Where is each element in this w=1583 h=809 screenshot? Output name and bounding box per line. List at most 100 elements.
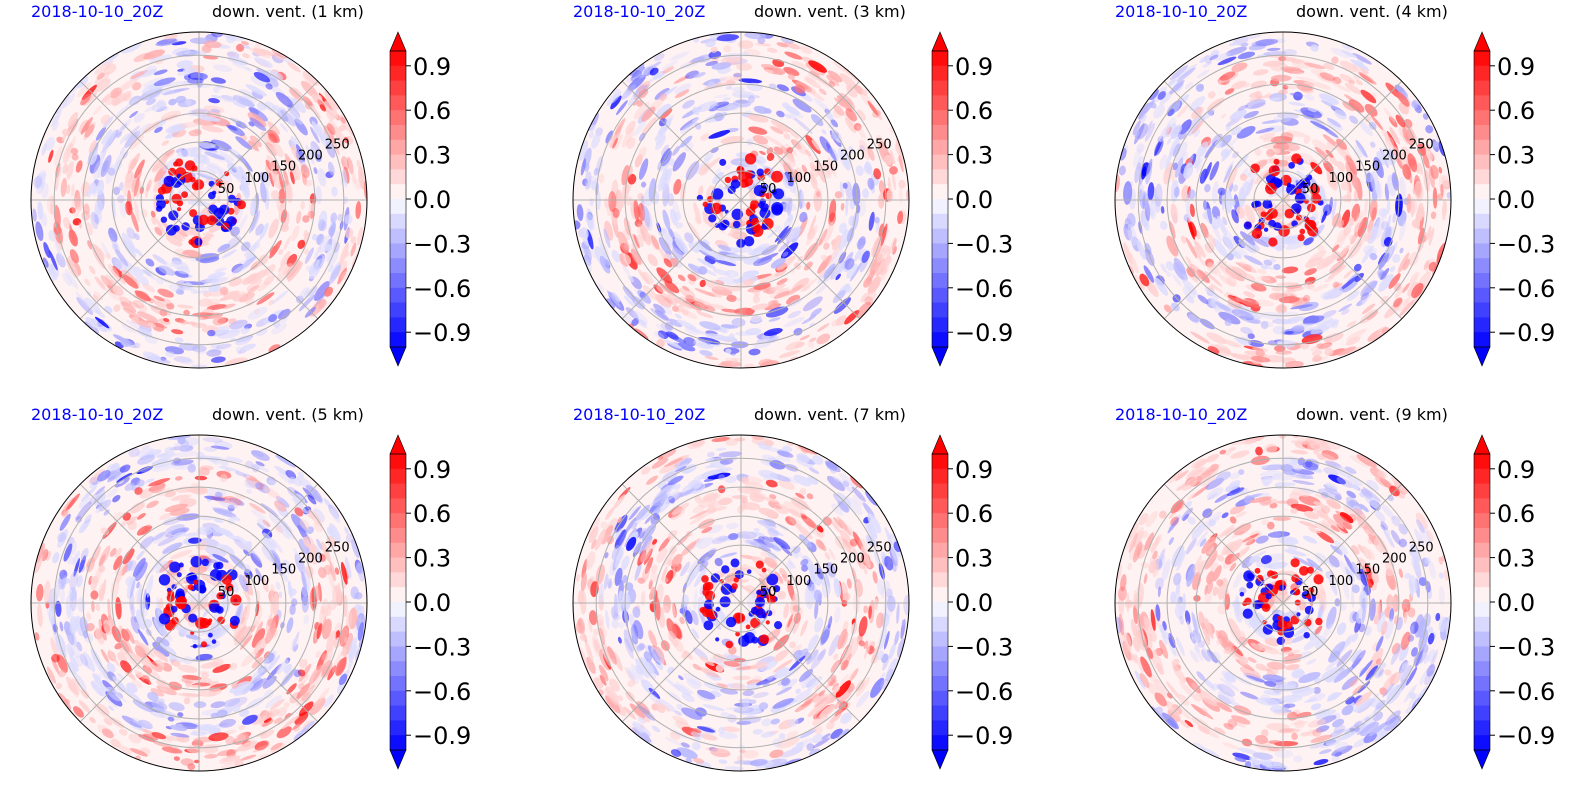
colorbar-segment xyxy=(1474,317,1490,333)
panel-title: down. vent. (1 km) xyxy=(212,2,364,21)
colorbar-tick-label: −0.3 xyxy=(413,230,471,258)
radial-tick-label: 100 xyxy=(1329,171,1354,186)
colorbar-segment xyxy=(932,332,948,348)
grid-spoke xyxy=(1163,80,1403,320)
grid-spoke xyxy=(621,483,861,723)
grid-spoke xyxy=(1163,483,1403,723)
radial-tick-label: 150 xyxy=(271,160,296,175)
colorbar-tick-label: 0.9 xyxy=(413,456,451,484)
colorbar-extend-max xyxy=(389,31,407,52)
colorbar-segment xyxy=(932,661,948,677)
colorbar-segment xyxy=(390,542,406,559)
colorbar-tick-label: −0.3 xyxy=(955,633,1013,661)
colorbar-segment xyxy=(932,258,948,274)
colorbar-tick-label: 0.9 xyxy=(1497,456,1535,484)
colorbar-tick-label: 0.3 xyxy=(1497,545,1535,573)
colorbar: 0.9 0.6 0.3 0.0 −0.3 −0.6 −0.9 xyxy=(389,434,471,770)
colorbar-segment xyxy=(1474,139,1490,156)
colorbar-tick-label: −0.9 xyxy=(1497,722,1555,750)
colorbar-tick-label: 0.9 xyxy=(1497,53,1535,81)
chart-panel-2: 2018-10-10_20Z down. vent. (3 km) 50 100 150… xyxy=(542,0,1069,404)
panel-date-label: 2018-10-10_20Z xyxy=(1115,405,1248,424)
colorbar-extend-min xyxy=(389,749,407,770)
radial-tick-label: 50 xyxy=(218,182,235,197)
colorbar-tick-label: 0.3 xyxy=(955,142,993,170)
panel-date-label: 2018-10-10_20Z xyxy=(573,405,706,424)
radial-tick-label: 100 xyxy=(1329,574,1354,589)
colorbar-segment xyxy=(390,317,406,333)
colorbar-segment xyxy=(932,616,948,633)
colorbar-tick-label: 0.0 xyxy=(955,186,993,214)
colorbar-extend-min xyxy=(1473,749,1491,770)
colorbar-segment xyxy=(1474,661,1490,677)
radial-tick-label: 100 xyxy=(787,171,812,186)
colorbar-segment xyxy=(1474,125,1490,141)
colorbar-segment xyxy=(932,228,948,244)
radial-tick-label: 250 xyxy=(867,541,892,556)
colorbar-segment xyxy=(1474,199,1490,215)
colorbar-extend-min xyxy=(389,346,407,367)
colorbar-tick-label: −0.9 xyxy=(955,319,1013,347)
colorbar-segment xyxy=(932,557,948,573)
colorbar-segment xyxy=(390,213,406,230)
colorbar-segment xyxy=(1474,542,1490,559)
colorbar-extend-max xyxy=(389,434,407,455)
colorbar-segment xyxy=(1474,602,1490,618)
colorbar-segment xyxy=(932,302,948,318)
colorbar-segment xyxy=(390,468,406,485)
radial-tick-label: 200 xyxy=(840,149,865,164)
colorbar-segment xyxy=(932,483,948,499)
colorbar-segment xyxy=(932,587,948,603)
colorbar-segment xyxy=(390,199,406,215)
colorbar-extend-max xyxy=(1473,434,1491,455)
colorbar-tick-label: −0.6 xyxy=(1497,275,1555,303)
colorbar-tick-label: −0.9 xyxy=(955,722,1013,750)
colorbar-tick-label: 0.9 xyxy=(955,53,993,81)
colorbar-segment xyxy=(390,302,406,318)
colorbar-segment xyxy=(390,169,406,185)
colorbar: 0.9 0.6 0.3 0.0 −0.3 −0.6 −0.9 xyxy=(931,31,1013,367)
colorbar-tick-label: 0.3 xyxy=(955,545,993,573)
radial-tick-label: 100 xyxy=(245,171,270,186)
colorbar-tick-label: 0.6 xyxy=(955,500,993,528)
colorbar-segment xyxy=(1474,690,1490,707)
colorbar-segment xyxy=(1474,676,1490,692)
polar-grid xyxy=(1115,32,1451,368)
panel-date-label: 2018-10-10_20Z xyxy=(31,2,164,21)
colorbar-segment xyxy=(932,65,948,82)
colorbar-segment xyxy=(390,528,406,544)
colorbar-segment xyxy=(390,243,406,259)
colorbar-segment xyxy=(1474,184,1490,200)
colorbar-segment xyxy=(390,676,406,692)
colorbar-tick-label: 0.6 xyxy=(1497,500,1535,528)
colorbar-segment xyxy=(390,587,406,603)
polar-outline xyxy=(572,31,910,369)
colorbar-segment xyxy=(932,468,948,485)
radial-tick-label: 200 xyxy=(298,149,323,164)
colorbar-segment xyxy=(932,528,948,544)
colorbar-segment xyxy=(1474,228,1490,244)
polar-grid xyxy=(31,435,367,771)
panel-date-label: 2018-10-10_20Z xyxy=(1115,2,1248,21)
radial-tick-label: 250 xyxy=(325,541,350,556)
velocity-field xyxy=(575,435,909,770)
colorbar-segment xyxy=(932,273,948,289)
colorbar-segment xyxy=(1474,483,1490,499)
radial-tick-label: 250 xyxy=(1409,138,1434,153)
colorbar-segment xyxy=(390,454,406,470)
chart-panel-5: 2018-10-10_20Z down. vent. (7 km) 50 100 150… xyxy=(542,403,1069,807)
radial-tick-label: 100 xyxy=(787,574,812,589)
colorbar-segment xyxy=(1474,528,1490,544)
colorbar-segment xyxy=(932,110,948,126)
colorbar-segment xyxy=(1474,720,1490,736)
colorbar-segment xyxy=(932,631,948,647)
radial-tick-label: 250 xyxy=(325,138,350,153)
radial-tick-label: 50 xyxy=(218,585,235,600)
colorbar-segment xyxy=(932,676,948,692)
radial-tick-label: 100 xyxy=(245,574,270,589)
colorbar-tick-label: −0.6 xyxy=(413,275,471,303)
colorbar-segment xyxy=(390,51,406,67)
polar-outline xyxy=(1114,434,1452,772)
panel-date-label: 2018-10-10_20Z xyxy=(31,405,164,424)
